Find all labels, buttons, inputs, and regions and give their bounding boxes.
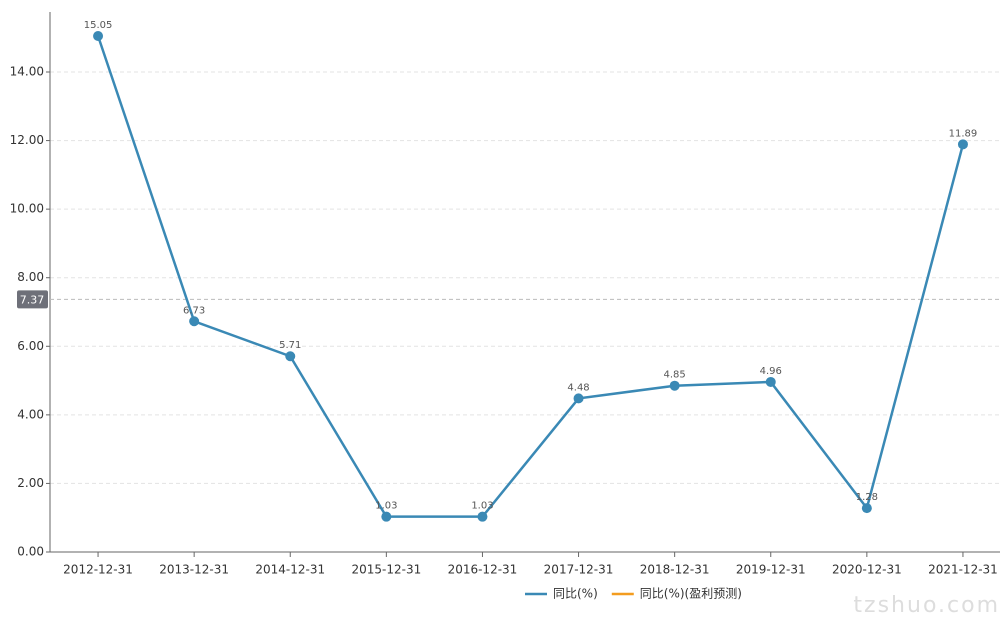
data-point	[957, 139, 968, 150]
axis-pointer-box	[17, 290, 48, 309]
data-label: 4.48	[567, 382, 589, 393]
data-point	[765, 376, 776, 387]
data-label: 1.03	[471, 501, 493, 512]
data-label: 1.28	[856, 492, 878, 503]
series-line	[96, 35, 965, 518]
x-tick-label: 2019-12-31	[736, 563, 806, 577]
y-tick-label: 6.00	[17, 339, 44, 353]
data-point	[861, 503, 872, 514]
y-tick-label: 14.00	[10, 65, 44, 79]
x-tick-label: 2016-12-31	[448, 563, 518, 577]
x-tick-label: 2015-12-31	[351, 563, 421, 577]
y-tick-label: 2.00	[17, 476, 44, 490]
x-tick-label: 2014-12-31	[255, 563, 325, 577]
y-tick-label: 4.00	[17, 407, 44, 421]
data-label: 5.71	[279, 340, 301, 351]
legend-label: 同比(%)(盈利预测)	[640, 587, 742, 601]
y-tick-label: 0.00	[17, 545, 44, 559]
data-point	[477, 511, 488, 522]
data-point	[285, 351, 296, 362]
data-point	[381, 511, 392, 522]
data-label: 6.73	[183, 305, 205, 316]
data-label: 15.05	[84, 20, 113, 31]
y-tick-label: 12.00	[10, 133, 44, 147]
data-point	[93, 31, 104, 41]
legend-label: 同比(%)	[553, 587, 598, 601]
data-point	[573, 393, 584, 404]
watermark: tzshuo.com	[853, 593, 1000, 618]
data-label: 11.89	[949, 128, 978, 139]
x-tick-label: 2013-12-31	[159, 563, 229, 577]
y-tick-label: 10.00	[10, 202, 44, 216]
x-tick-label: 2021-12-31	[928, 563, 998, 577]
x-tick-label: 2020-12-31	[832, 563, 902, 577]
x-tick-label: 2012-12-31	[63, 563, 133, 577]
data-point	[669, 380, 680, 391]
x-tick-label: 2017-12-31	[544, 563, 614, 577]
y-tick-label: 8.00	[17, 270, 44, 284]
x-tick-label: 2018-12-31	[640, 563, 710, 577]
data-label: 4.85	[664, 370, 686, 381]
data-label: 4.96	[760, 366, 782, 377]
data-point	[189, 316, 200, 327]
data-label: 1.03	[375, 501, 397, 512]
axis-pointer-label: 7.37	[20, 293, 45, 306]
